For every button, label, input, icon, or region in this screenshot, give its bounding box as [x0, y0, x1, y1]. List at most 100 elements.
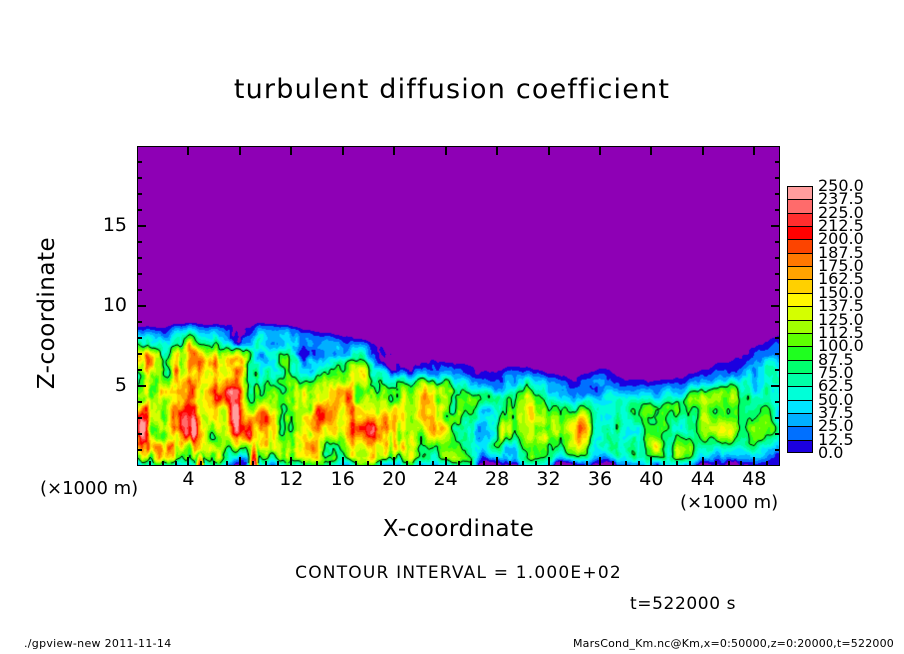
colorbar-separator-2 — [787, 212, 813, 214]
colorbar-label-0: 250.0 — [818, 176, 864, 195]
x-tick-32 — [547, 457, 550, 466]
x-tick-4 — [187, 457, 190, 466]
x-tick-label-28: 28 — [484, 468, 510, 490]
colorbar-label-11: 112.5 — [818, 322, 864, 342]
x-tick-40 — [650, 457, 653, 466]
x-tick-top-24 — [444, 146, 447, 155]
x-tick-1 — [148, 461, 151, 466]
colorbar-separator-15 — [787, 386, 813, 388]
colorbar-band-7 — [788, 280, 812, 294]
colorbar-label-12: 100.0 — [818, 336, 864, 356]
colorbar-band-11 — [788, 333, 812, 348]
x-tick-21 — [406, 461, 409, 466]
footer-dataset-label: MarsCond_Km.nc@Km,x=0:50000,z=0:20000,t=… — [572, 637, 894, 650]
colorbar-label-20: 0.0 — [818, 443, 844, 462]
colorbar-label-4: 200.0 — [818, 229, 864, 249]
colorbar-label-14: 75.0 — [818, 362, 854, 382]
colorbar-band-10 — [788, 320, 812, 334]
colorbar-separator-17 — [787, 412, 813, 414]
x-tick-top-32 — [547, 146, 550, 155]
y-tick-3 — [137, 417, 142, 419]
y-tick-1 — [137, 449, 142, 451]
x-tick-49 — [766, 461, 769, 466]
x-tick-46 — [727, 461, 730, 466]
x-tick-44 — [701, 457, 704, 466]
colorbar-separator-7 — [787, 279, 813, 281]
y-tick-label-15: 15 — [102, 214, 127, 236]
x-tick-16 — [341, 457, 344, 466]
y-tick-right-15 — [771, 225, 780, 227]
y-tick-18 — [137, 177, 142, 179]
y-tick-9 — [137, 321, 142, 323]
x-tick-label-48: 48 — [742, 468, 767, 490]
y-tick-16 — [137, 209, 142, 211]
x-tick-28 — [496, 457, 499, 466]
y-tick-right-2 — [775, 433, 780, 435]
colorbar-band-0 — [788, 187, 812, 201]
colorbar-separator-1 — [787, 199, 813, 201]
y-tick-right-5 — [771, 385, 780, 387]
x-tick-2 — [161, 461, 164, 466]
x-tick-3 — [174, 461, 177, 466]
colorbar-separator-19 — [787, 439, 813, 441]
x-tick-17 — [354, 461, 357, 466]
x-tick-label-12: 12 — [279, 468, 304, 490]
x-tick-label-4: 4 — [182, 468, 195, 490]
y-tick-14 — [137, 241, 142, 243]
x-tick-top-40 — [650, 146, 653, 155]
x-tick-41 — [663, 461, 666, 466]
colorbar-separator-6 — [787, 266, 813, 268]
x-tick-8 — [238, 457, 241, 466]
colorbar-separator-16 — [787, 399, 813, 401]
y-tick-label-10: 10 — [102, 294, 127, 316]
x-tick-47 — [740, 461, 743, 466]
y-tick-2 — [137, 433, 142, 435]
x-tick-label-36: 36 — [587, 468, 613, 490]
y-tick-right-6 — [775, 369, 780, 371]
y-tick-5 — [137, 385, 146, 387]
x-tick-top-20 — [393, 146, 396, 155]
colorbar-label-7: 162.5 — [818, 269, 864, 289]
colorbar-label-16: 50.0 — [818, 389, 854, 409]
y-tick-right-3 — [775, 417, 780, 419]
colorbar-separator-14 — [787, 372, 813, 374]
x-tick-top-44 — [701, 146, 704, 155]
colorbar-label-1: 237.5 — [818, 189, 864, 209]
turbulence-field-heatmap — [138, 147, 779, 465]
colorbar-band-18 — [788, 427, 812, 441]
x-tick-13 — [303, 461, 306, 466]
y-axis-title: Z-coordinate — [34, 236, 60, 390]
x-tick-label-24: 24 — [433, 468, 458, 490]
colorbar-separator-11 — [787, 332, 813, 334]
x-tick-15 — [328, 461, 331, 466]
y-tick-19 — [137, 161, 142, 163]
x-tick-14 — [316, 461, 319, 466]
colorbar-band-6 — [788, 267, 812, 281]
x-tick-6 — [213, 461, 216, 466]
x-tick-19 — [380, 461, 383, 466]
colorbar-separator-9 — [787, 306, 813, 308]
x-tick-27 — [483, 461, 486, 466]
x-tick-label-8: 8 — [233, 468, 246, 490]
x-axis-title: X-coordinate — [382, 516, 535, 542]
colorbar-band-2 — [788, 213, 812, 228]
colorbar-separator-10 — [787, 319, 813, 321]
colorbar-separator-12 — [787, 346, 813, 348]
y-tick-right-8 — [775, 337, 780, 339]
footer-command-label: ./gpview-new 2011-11-14 — [24, 637, 172, 650]
x-tick-top-48 — [753, 146, 756, 155]
colorbar-band-17 — [788, 413, 812, 428]
x-tick-33 — [560, 461, 563, 466]
x-tick-48 — [753, 457, 756, 466]
x-tick-top-12 — [290, 146, 293, 155]
y-tick-right-16 — [775, 209, 780, 211]
colorbar-band-3 — [788, 227, 812, 241]
y-tick-right-11 — [775, 289, 780, 291]
colorbar-band-9 — [788, 307, 812, 321]
colorbar-band-8 — [788, 293, 812, 308]
x-tick-label-20: 20 — [382, 468, 407, 490]
x-tick-label-40: 40 — [639, 468, 664, 490]
x-tick-35 — [586, 461, 589, 466]
x-tick-top-16 — [341, 146, 344, 155]
x-tick-30 — [521, 461, 524, 466]
